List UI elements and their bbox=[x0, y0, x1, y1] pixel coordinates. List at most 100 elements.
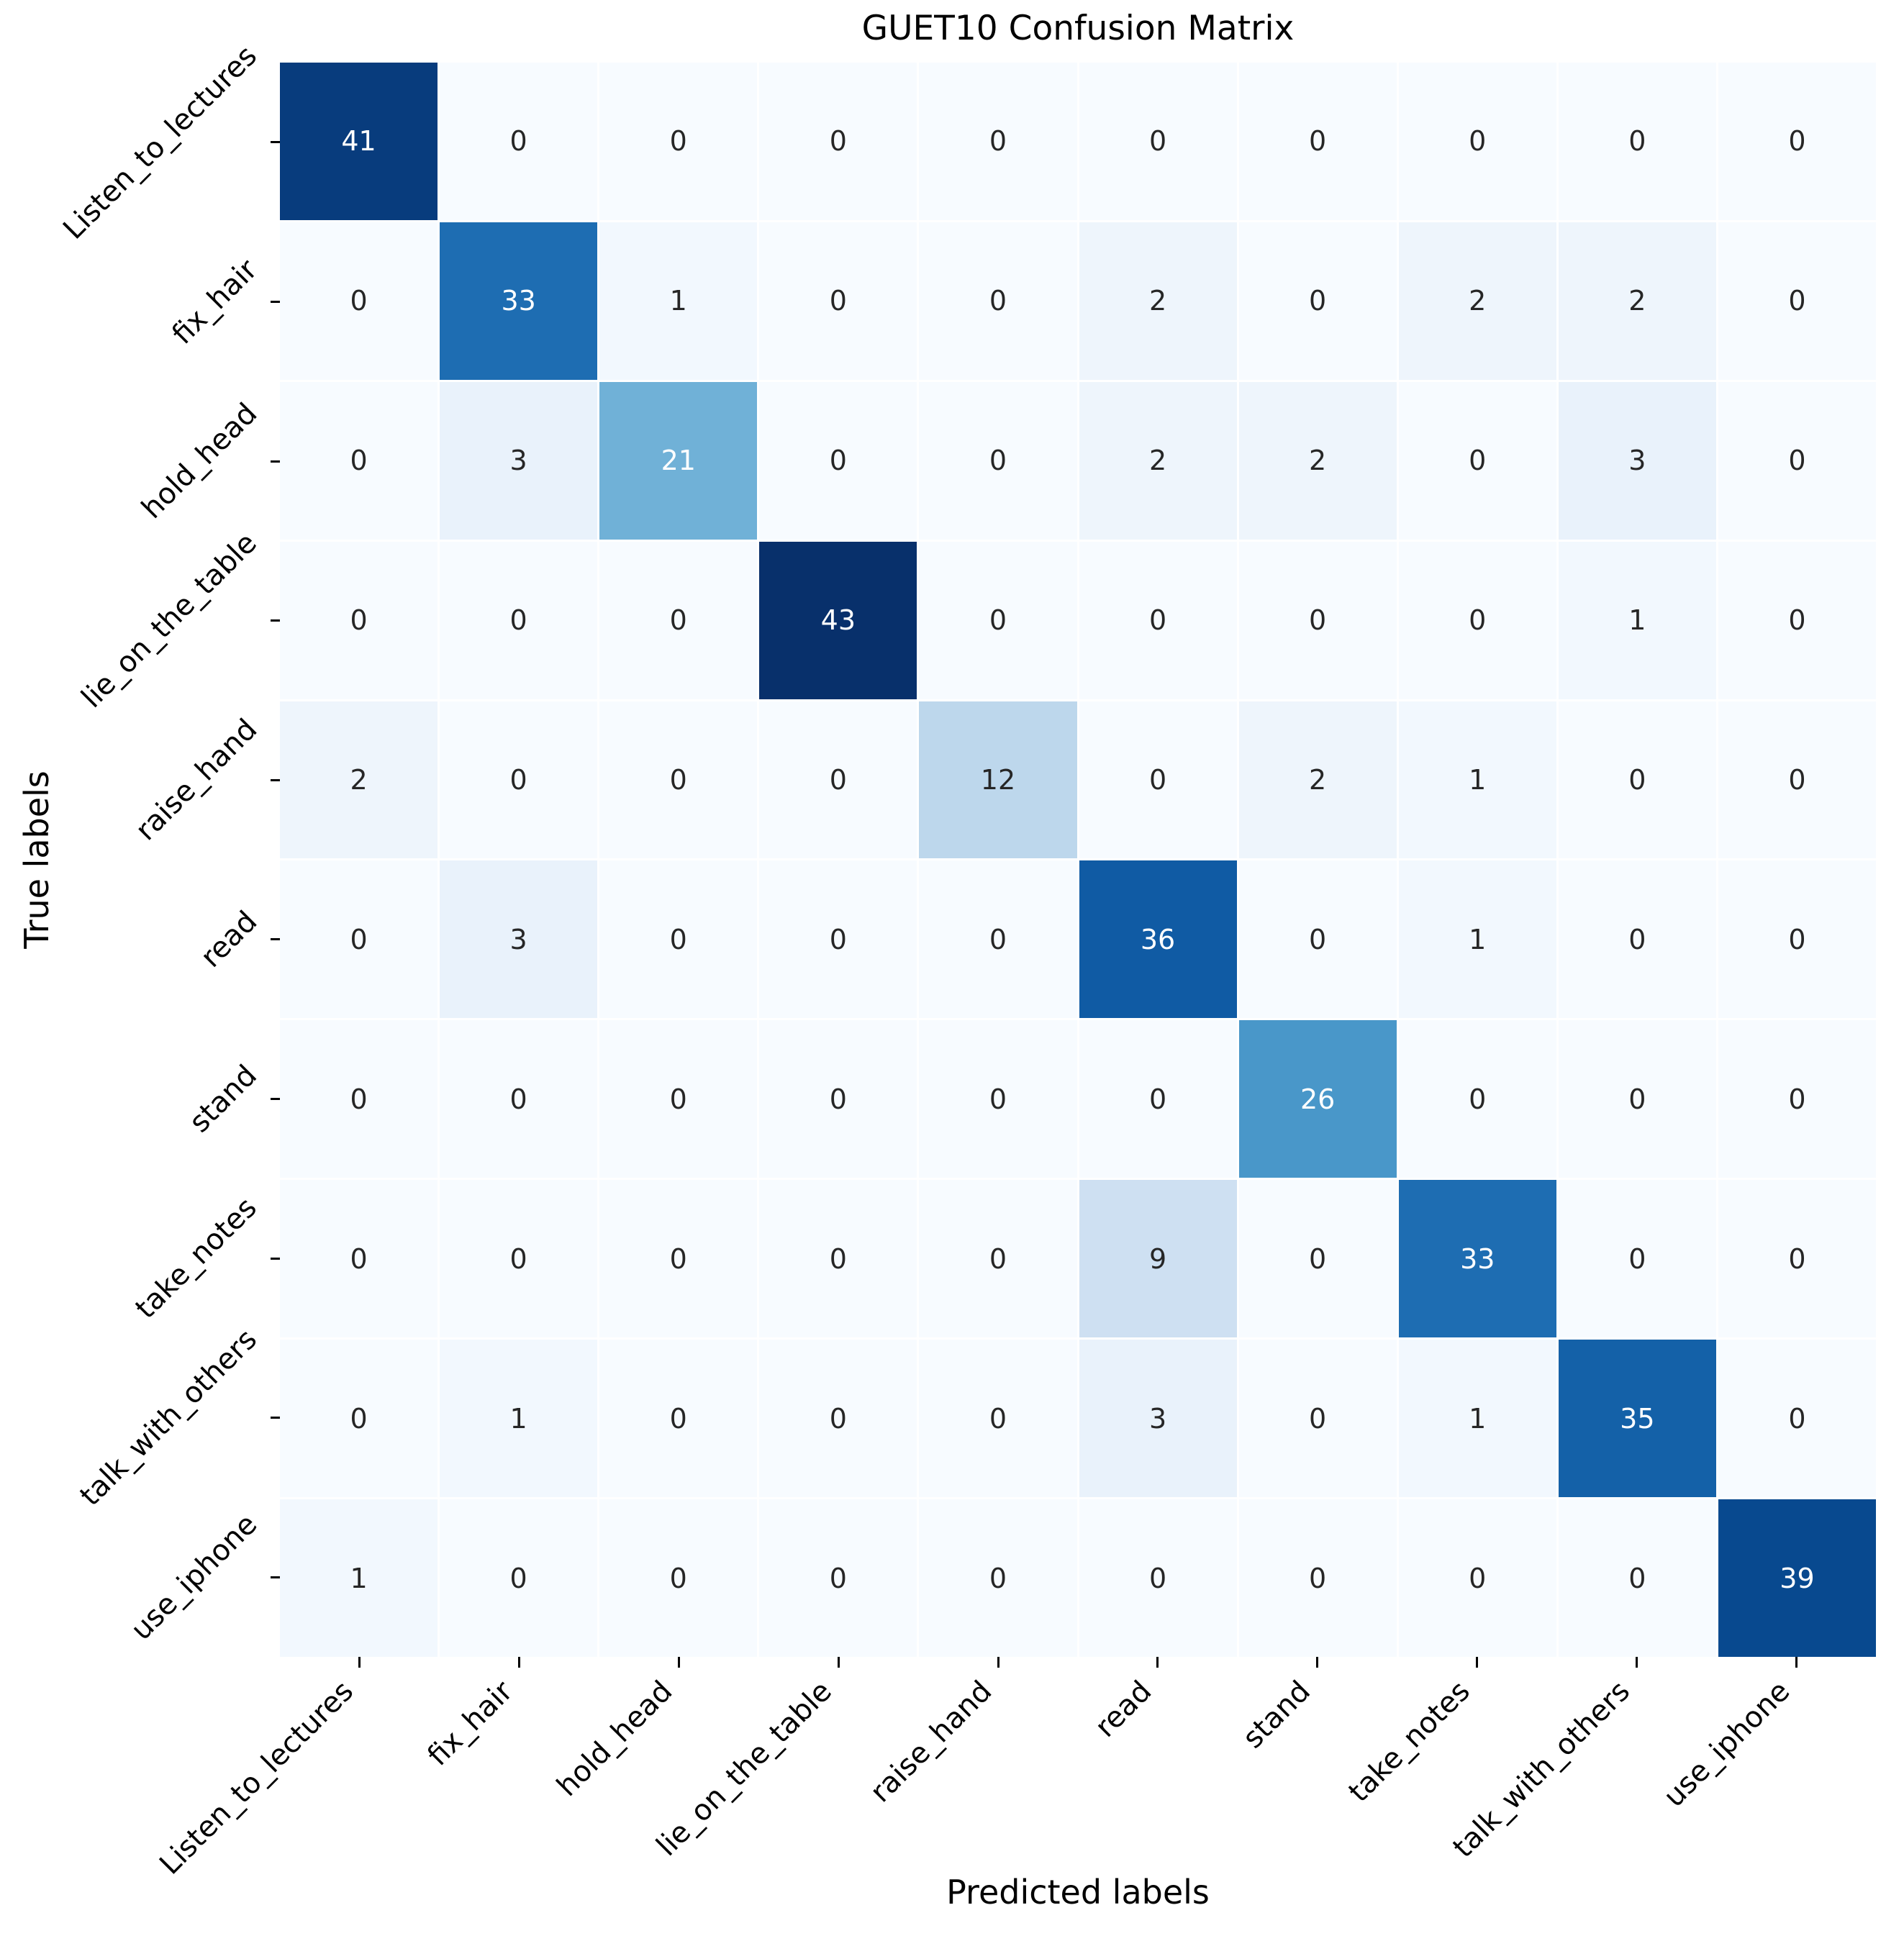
heatmap-cell: 0 bbox=[1718, 381, 1876, 540]
heatmap-cell: 2 bbox=[1238, 381, 1397, 540]
y-tick-label: Listen_to_lectures bbox=[56, 39, 263, 246]
heatmap-cell: 0 bbox=[1079, 1499, 1237, 1657]
heatmap-cell: 0 bbox=[759, 1499, 917, 1657]
heatmap-cell: 35 bbox=[1558, 1340, 1716, 1498]
heatmap-cell: 0 bbox=[759, 701, 917, 859]
y-tick-mark bbox=[271, 938, 280, 941]
heatmap-cell: 0 bbox=[1079, 541, 1237, 699]
heatmap-cell: 39 bbox=[1718, 1499, 1876, 1657]
heatmap-cell: 0 bbox=[1718, 222, 1876, 380]
heatmap-cell: 0 bbox=[1238, 860, 1397, 1019]
heatmap-cell: 3 bbox=[440, 860, 598, 1019]
x-tick-mark bbox=[997, 1657, 999, 1668]
heatmap-cell: 0 bbox=[919, 63, 1077, 220]
y-tick-label: fix_hair bbox=[166, 253, 264, 351]
heatmap-cell: 2 bbox=[1558, 222, 1716, 380]
heatmap-cell: 0 bbox=[440, 1499, 598, 1657]
heatmap-cell: 36 bbox=[1079, 860, 1237, 1019]
x-tick-mark bbox=[837, 1657, 840, 1668]
heatmap-cell: 12 bbox=[919, 701, 1077, 859]
heatmap-cell: 0 bbox=[1079, 1020, 1237, 1178]
heatmap-cell: 0 bbox=[1558, 701, 1716, 859]
heatmap-cell: 1 bbox=[1398, 860, 1556, 1019]
heatmap-cell: 0 bbox=[1398, 63, 1556, 220]
heatmap-cell: 2 bbox=[1079, 381, 1237, 540]
heatmap-cell: 0 bbox=[440, 701, 598, 859]
heatmap-cell: 0 bbox=[440, 1020, 598, 1178]
heatmap-cell: 0 bbox=[919, 1180, 1077, 1338]
heatmap-cell: 0 bbox=[1718, 541, 1876, 699]
heatmap-cell: 0 bbox=[440, 541, 598, 699]
heatmap-cell: 0 bbox=[280, 222, 438, 380]
x-tick-mark bbox=[518, 1657, 521, 1668]
x-tick-mark bbox=[1476, 1657, 1478, 1668]
heatmap-cell: 0 bbox=[440, 63, 598, 220]
heatmap-cell: 0 bbox=[759, 860, 917, 1019]
x-tick-mark bbox=[1316, 1657, 1319, 1668]
heatmap-cell: 33 bbox=[440, 222, 598, 380]
y-tick-mark bbox=[271, 141, 280, 144]
heatmap-cell: 0 bbox=[919, 1340, 1077, 1498]
heatmap-cell: 1 bbox=[440, 1340, 598, 1498]
x-tick-label: use_iphone bbox=[1657, 1674, 1797, 1814]
x-tick-label: talk_with_others bbox=[1446, 1674, 1637, 1865]
heatmap-cell: 0 bbox=[1558, 1499, 1716, 1657]
y-tick-mark bbox=[271, 1257, 280, 1260]
heatmap-cell: 0 bbox=[1718, 701, 1876, 859]
heatmap-cell: 0 bbox=[280, 381, 438, 540]
y-tick-label: hold_head bbox=[135, 396, 264, 526]
heatmap-cell: 0 bbox=[1398, 541, 1556, 699]
heatmap-cell: 1 bbox=[280, 1499, 438, 1657]
x-tick-label: take_notes bbox=[1342, 1674, 1477, 1809]
heatmap-cell: 0 bbox=[1238, 1180, 1397, 1338]
x-tick-mark bbox=[358, 1657, 361, 1668]
y-tick-mark bbox=[271, 1576, 280, 1578]
heatmap-cell: 0 bbox=[1558, 1180, 1716, 1338]
x-axis-label: Predicted labels bbox=[946, 1873, 1210, 1912]
y-tick-mark bbox=[271, 778, 280, 781]
x-tick-label: read bbox=[1088, 1674, 1158, 1745]
heatmap-cell: 0 bbox=[1238, 222, 1397, 380]
heatmap-cell: 0 bbox=[1718, 1020, 1876, 1178]
heatmap-cell: 1 bbox=[599, 222, 758, 380]
heatmap-cell: 0 bbox=[280, 1340, 438, 1498]
heatmap-cell: 0 bbox=[599, 541, 758, 699]
heatmap-cell: 0 bbox=[919, 1020, 1077, 1178]
heatmap-cell: 2 bbox=[1238, 701, 1397, 859]
heatmap-cell: 21 bbox=[599, 381, 758, 540]
y-tick-label: lie_on_the_table bbox=[75, 526, 263, 715]
x-tick-label: Listen_to_lectures bbox=[153, 1674, 360, 1881]
heatmap-cell: 0 bbox=[919, 381, 1077, 540]
x-tick-label: stand bbox=[1236, 1674, 1318, 1755]
y-tick-label: raise_hand bbox=[129, 712, 264, 847]
heatmap-cell: 0 bbox=[1718, 1340, 1876, 1498]
heatmap-cell: 0 bbox=[599, 860, 758, 1019]
heatmap-cell: 0 bbox=[599, 1340, 758, 1498]
x-tick-mark bbox=[678, 1657, 680, 1668]
y-tick-mark bbox=[271, 460, 280, 463]
heatmap-cell: 1 bbox=[1558, 541, 1716, 699]
x-tick-label: fix_hair bbox=[422, 1674, 520, 1773]
chart-title: GUET10 Confusion Matrix bbox=[861, 9, 1295, 48]
heatmap-cell: 0 bbox=[599, 1499, 758, 1657]
heatmap-cell: 33 bbox=[1398, 1180, 1556, 1338]
heatmap-cell: 3 bbox=[440, 381, 598, 540]
heatmap-cell: 0 bbox=[1238, 541, 1397, 699]
heatmap-cell: 41 bbox=[280, 63, 438, 220]
heatmap-cell: 0 bbox=[759, 1340, 917, 1498]
y-tick-label: take_notes bbox=[129, 1191, 263, 1325]
heatmap-cell: 0 bbox=[759, 63, 917, 220]
heatmap-cell: 0 bbox=[280, 541, 438, 699]
heatmap-cell: 43 bbox=[759, 541, 917, 699]
heatmap-cell: 0 bbox=[440, 1180, 598, 1338]
y-axis-label: True labels bbox=[17, 771, 56, 949]
heatmap-cell: 0 bbox=[1079, 701, 1237, 859]
heatmap-cell: 0 bbox=[280, 1020, 438, 1178]
heatmap-cell: 2 bbox=[280, 701, 438, 859]
x-tick-label: lie_on_the_table bbox=[650, 1674, 838, 1863]
heatmap-cell: 0 bbox=[599, 701, 758, 859]
y-tick-label: talk_with_others bbox=[73, 1322, 263, 1513]
heatmap-cell: 0 bbox=[759, 1180, 917, 1338]
heatmap-cell: 0 bbox=[1238, 63, 1397, 220]
y-tick-mark bbox=[271, 300, 280, 303]
